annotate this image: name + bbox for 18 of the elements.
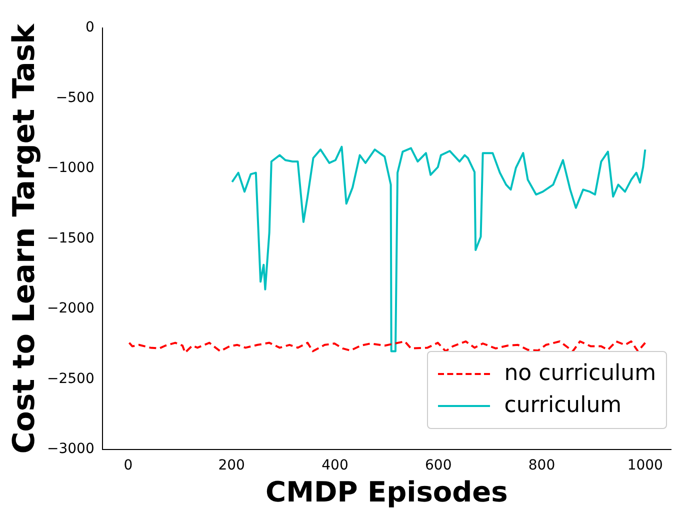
y-tick-label: −500 [56,90,94,106]
y-tick-label: −2000 [47,300,94,317]
x-tick-label: 200 [218,458,245,474]
x-tick-label: 400 [322,458,348,474]
x-tick-label: 0 [124,458,133,474]
y-tick-label: −1500 [47,230,94,246]
y-tick-label: 0 [85,20,94,36]
line-series [128,340,646,354]
y-tick-label: −2500 [47,370,94,387]
y-tick-label: −3000 [47,441,94,458]
legend-label: curriculum [504,392,622,420]
x-tick-label: 800 [528,458,556,474]
legend-label: no curriculum [504,360,656,388]
y-tick-label: −1000 [47,160,94,176]
x-axis-title: CMDP Episodes [266,475,508,508]
x-tick-label: 600 [425,458,452,474]
x-tick-label: 1000 [627,458,663,474]
y-axis-title: Cost to Learn Target Task [6,22,42,454]
